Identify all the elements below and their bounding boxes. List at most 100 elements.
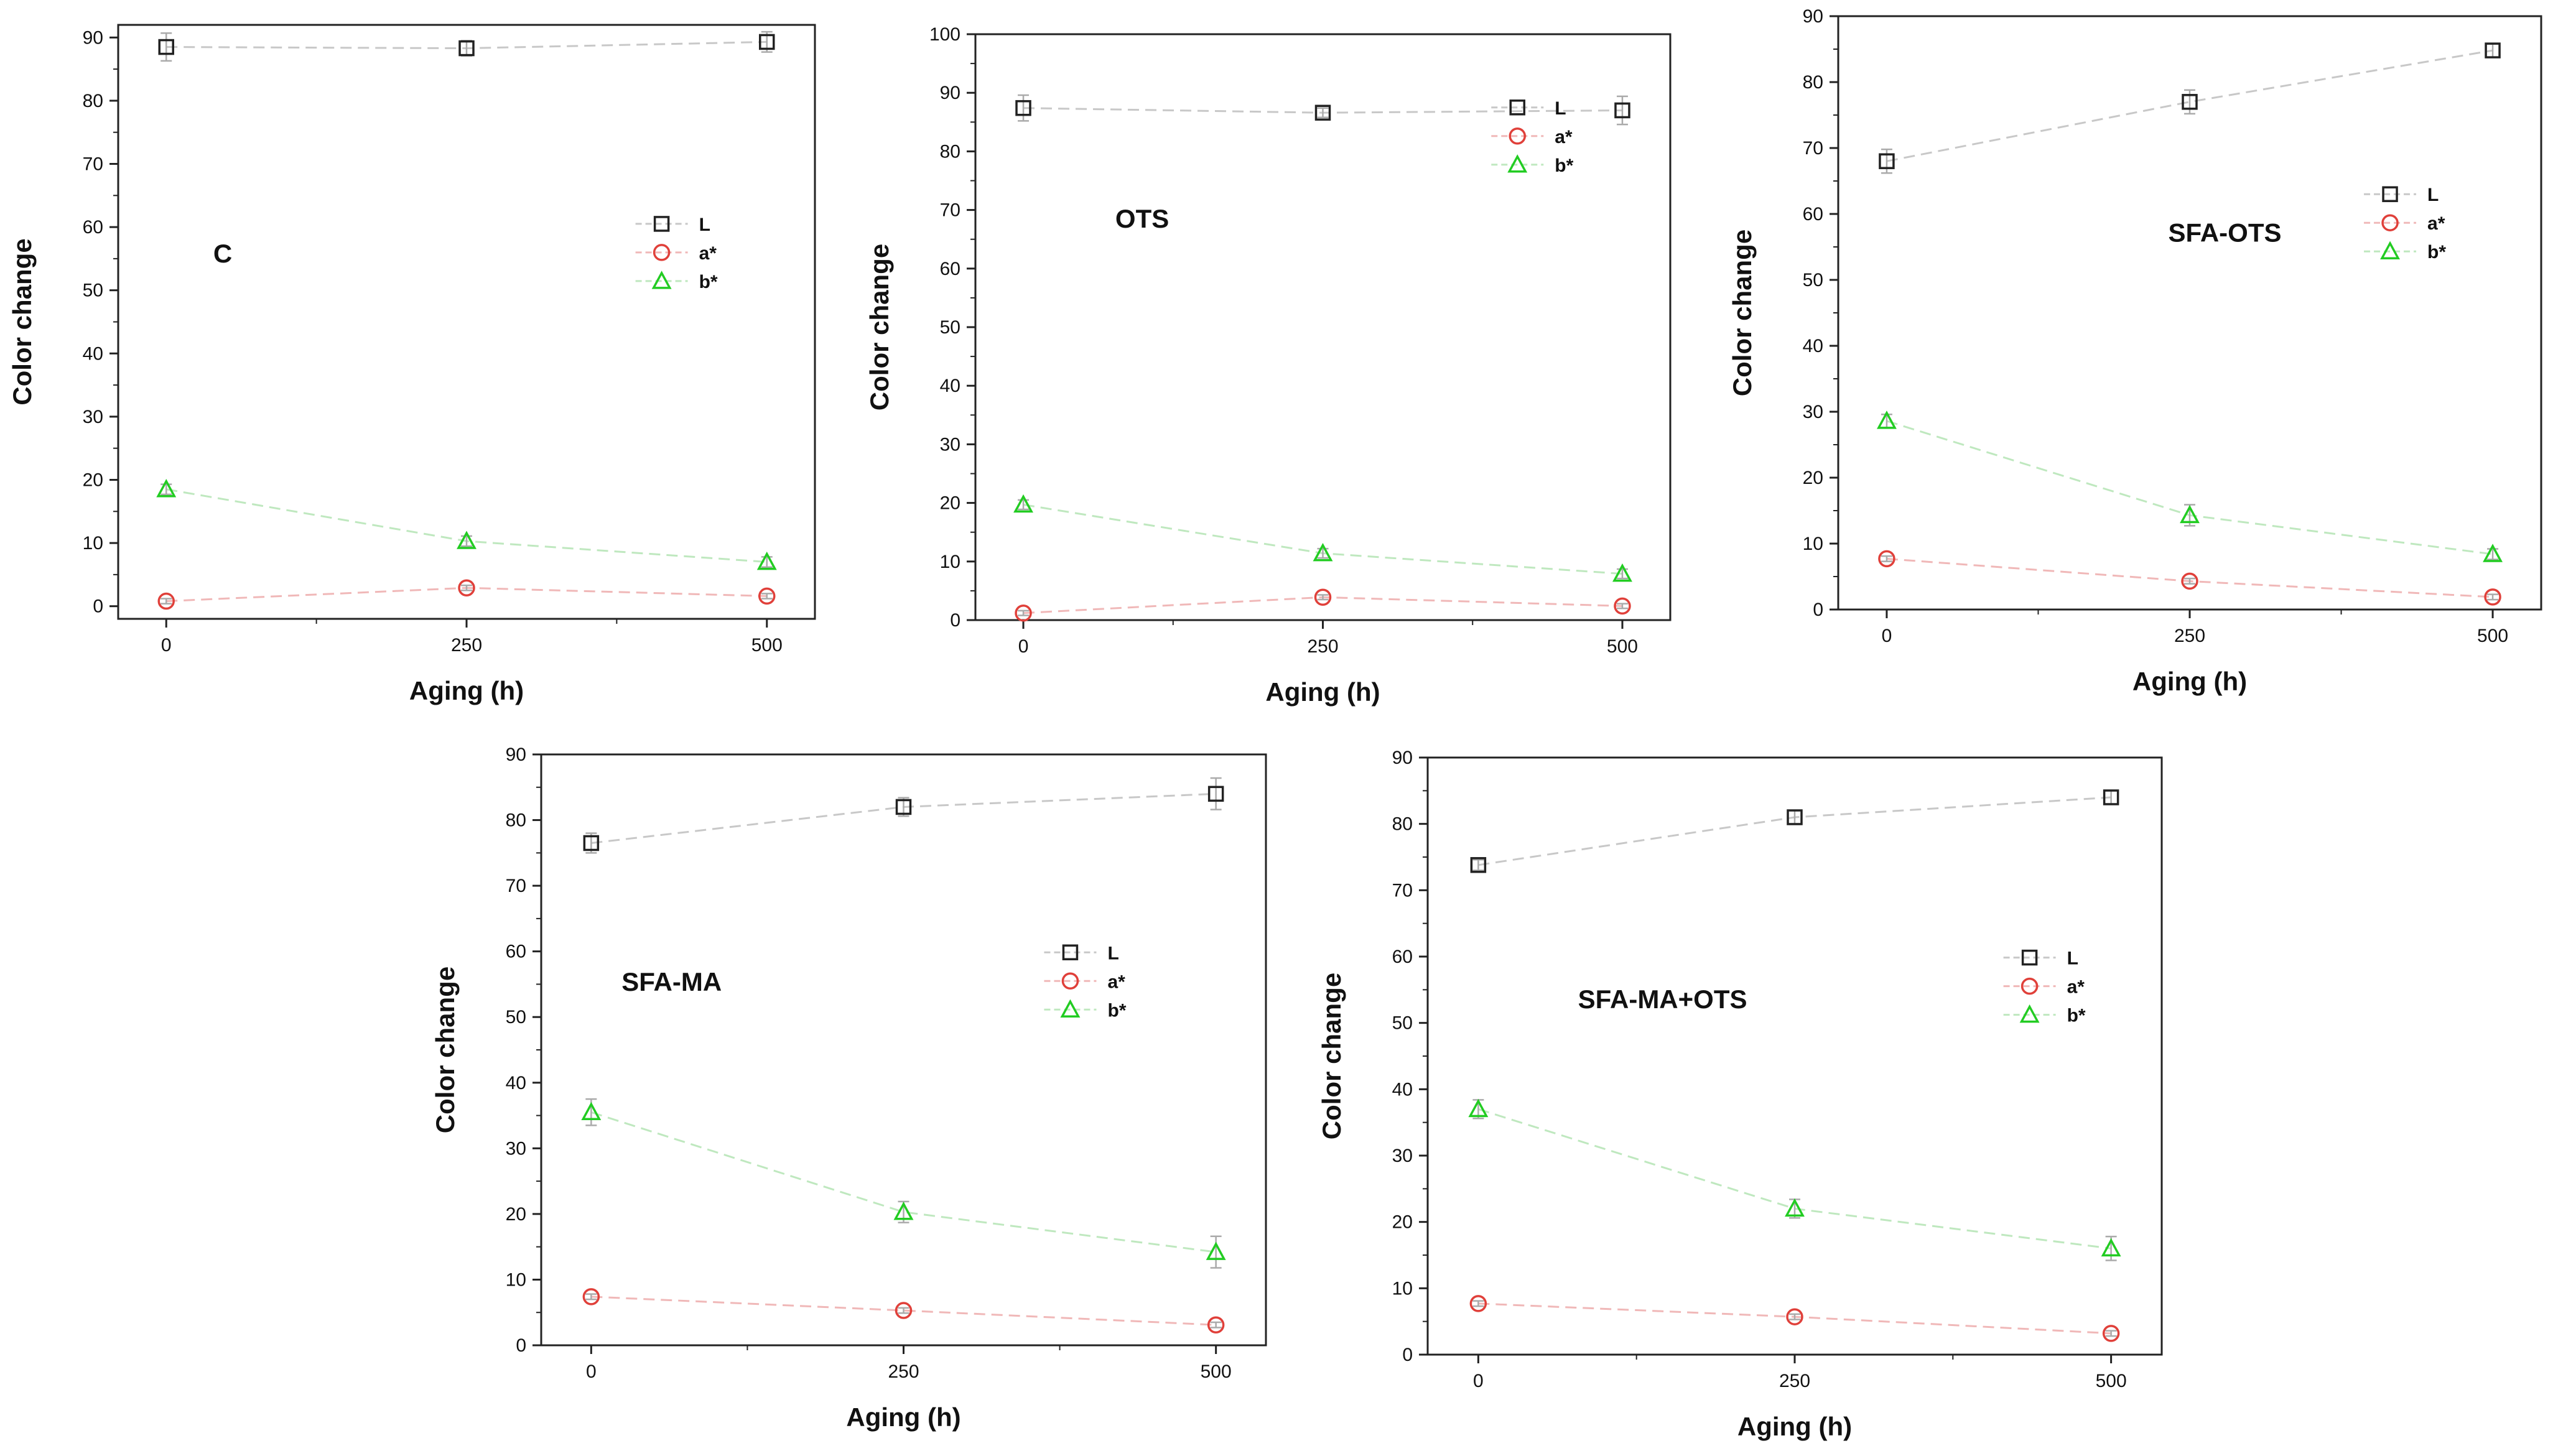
y-tick-label: 20	[1392, 1212, 1413, 1233]
y-tick-label: 100	[929, 24, 960, 45]
data-point-L	[458, 40, 475, 57]
y-tick-label: 30	[1803, 402, 1823, 422]
legend-label: L	[1107, 943, 1118, 963]
y-tick-label: 90	[83, 27, 103, 48]
data-point-L	[1879, 153, 1895, 169]
data-point-astar	[895, 1302, 913, 1319]
legend-marker-astar	[2381, 214, 2399, 231]
y-tick-label: 20	[506, 1204, 526, 1225]
data-point-bstar	[2101, 1238, 2121, 1257]
y-tick-label: 10	[83, 533, 103, 554]
x-tick-label: 500	[2477, 626, 2508, 646]
panel-title: SFA-MA+OTS	[1578, 985, 1747, 1014]
plot-frame	[974, 33, 1672, 621]
x-tick-label: 500	[1201, 1361, 1232, 1382]
data-point-astar	[1314, 588, 1332, 606]
legend-label: L	[2067, 948, 2078, 969]
y-tick-label: 80	[506, 810, 526, 831]
y-tick-label: 40	[83, 343, 103, 364]
y-tick-label: 20	[1803, 468, 1823, 488]
data-point-L	[1614, 102, 1630, 119]
y-tick-label: 0	[1813, 600, 1823, 620]
data-point-bstar	[156, 479, 177, 498]
data-point-bstar	[1612, 563, 1632, 582]
x-axis-label: Aging (h)	[1265, 677, 1380, 707]
series-line-L	[1886, 49, 2493, 162]
data-point-L	[759, 34, 775, 50]
data-point-bstar	[756, 551, 777, 570]
data-point-astar	[582, 1288, 600, 1305]
y-axis-label: Color change	[7, 238, 37, 405]
y-tick-label: 90	[1803, 6, 1823, 27]
y-tick-label: 60	[1392, 947, 1413, 967]
y-tick-label: 0	[950, 610, 960, 631]
y-tick-label: 60	[83, 217, 103, 238]
chart-panel-2: 0 10 20 30 40 50 60 70 80 90 100 0 250 500 Aging (h) Co…	[865, 24, 1672, 707]
data-point-astar	[1469, 1295, 1487, 1312]
panel-title: SFA-MA	[621, 967, 722, 996]
legend-label: a*	[1555, 127, 1573, 147]
x-axis-label: Aging (h)	[409, 676, 524, 705]
panel-title: OTS	[1115, 204, 1169, 233]
legend-label: b*	[2067, 1006, 2086, 1026]
data-point-bstar	[1206, 1241, 1226, 1260]
plot-frame	[1426, 756, 2163, 1356]
y-tick-label: 40	[1803, 336, 1823, 356]
y-tick-label: 50	[83, 281, 103, 301]
series-line-bstar	[1023, 503, 1623, 575]
y-tick-label: 10	[506, 1269, 526, 1290]
legend-marker-bstar	[651, 271, 672, 289]
y-tick-label: 90	[1392, 748, 1413, 768]
y-axis-label: Color change	[1317, 973, 1346, 1139]
data-point-bstar	[2483, 544, 2503, 562]
series-line-bstar	[165, 488, 767, 563]
y-tick-label: 40	[940, 376, 960, 396]
y-tick-label: 30	[83, 407, 103, 427]
y-tick-label: 10	[1803, 534, 1823, 554]
y-tick-label: 80	[1803, 72, 1823, 93]
chart-panel-3: 0 10 20 30 40 50 60 70 80 90 0 250 500 Aging (h) Color…	[1728, 6, 2542, 696]
x-tick-label: 0	[586, 1361, 597, 1382]
legend-marker-astar	[653, 244, 671, 261]
x-axis-label: Aging (h)	[1737, 1412, 1852, 1441]
plot-frame	[540, 753, 1267, 1347]
data-point-bstar	[1468, 1098, 1489, 1118]
y-tick-label: 60	[506, 942, 526, 962]
x-tick-label: 250	[1307, 636, 1338, 657]
data-point-L	[1470, 857, 1487, 873]
panel-title: C	[213, 239, 232, 268]
legend-label: L	[2427, 185, 2439, 205]
chart-panel-4: 0 10 20 30 40 50 60 70 80 90 0 250 500 Aging (h) Color…	[430, 744, 1267, 1432]
legend-label: a*	[699, 243, 717, 264]
data-point-astar	[1878, 550, 1895, 568]
legend-label: a*	[2427, 213, 2445, 234]
chart-panel-5: 0 10 20 30 40 50 60 70 80 90 0 250 500 Aging (h) Color…	[1317, 748, 2163, 1441]
y-axis-label: Color change	[430, 967, 460, 1133]
data-point-astar	[2484, 588, 2501, 606]
y-tick-label: 60	[940, 259, 960, 279]
legend-marker-L	[2382, 186, 2398, 202]
data-point-L	[1787, 809, 1803, 825]
legend-marker-L	[653, 216, 670, 232]
series-line-L	[1478, 796, 2111, 866]
data-point-bstar	[1785, 1198, 1805, 1217]
panel-title: SFA-OTS	[2168, 218, 2281, 248]
y-tick-label: 90	[940, 83, 960, 103]
y-tick-label: 0	[1402, 1345, 1413, 1365]
y-tick-label: 50	[940, 317, 960, 338]
x-axis-label: Aging (h)	[846, 1403, 960, 1432]
y-tick-label: 20	[83, 470, 103, 490]
legend-label: a*	[1107, 971, 1125, 992]
y-tick-label: 70	[940, 200, 960, 221]
y-tick-label: 50	[1392, 1013, 1413, 1034]
plot-frame	[117, 24, 816, 620]
data-point-L	[2103, 789, 2119, 805]
y-axis-label: Color change	[1728, 230, 1757, 396]
data-point-astar	[2102, 1325, 2120, 1342]
legend-label: b*	[699, 272, 718, 292]
series-line-bstar	[1886, 420, 2493, 555]
x-tick-label: 0	[1018, 636, 1029, 657]
legend-marker-astar	[2021, 977, 2039, 995]
